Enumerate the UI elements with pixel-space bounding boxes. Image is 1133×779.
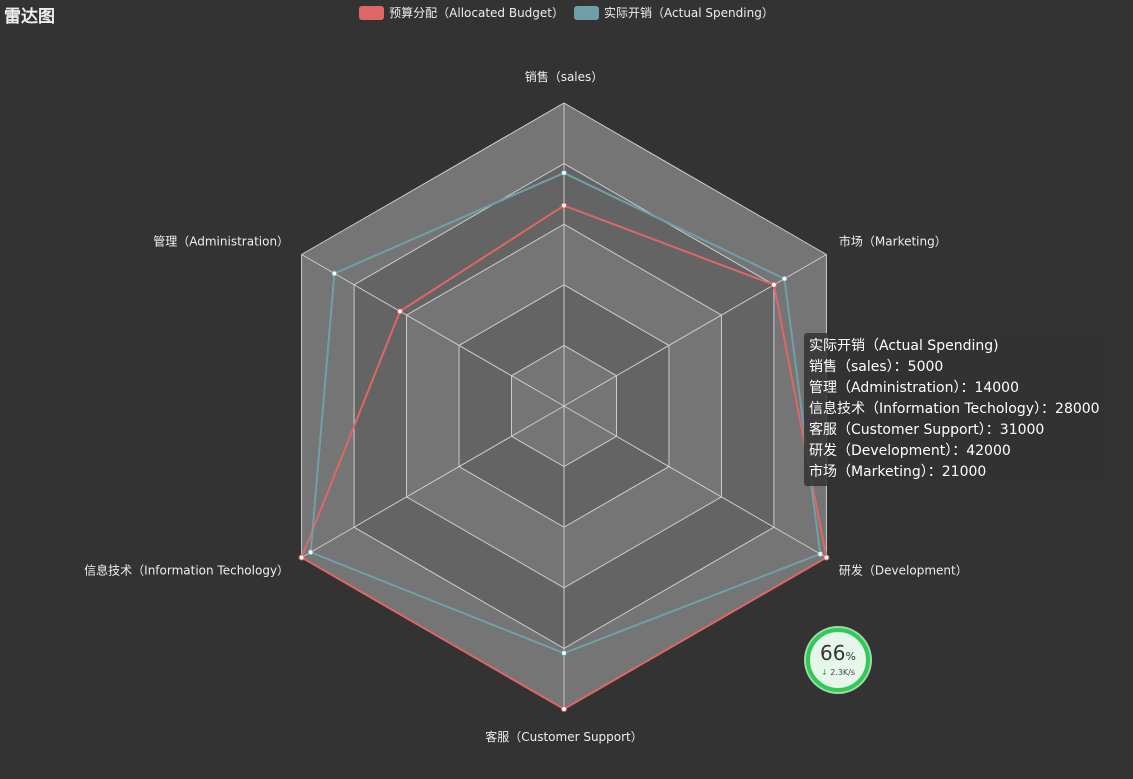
down-arrow-icon: ↓ bbox=[820, 668, 828, 677]
radar-data-point[interactable] bbox=[823, 554, 830, 561]
radar-axis-label: 客服（Customer Support） bbox=[485, 729, 643, 744]
legend: 预算分配（Allocated Budget） 实际开销（Actual Spend… bbox=[0, 4, 1133, 21]
radar-data-point[interactable] bbox=[396, 308, 403, 315]
network-monitor-widget[interactable]: 66% ↓ 2.3K/s bbox=[806, 628, 870, 692]
legend-item-budget[interactable]: 预算分配（Allocated Budget） bbox=[359, 4, 564, 21]
radar-data-point[interactable] bbox=[561, 650, 567, 657]
radar-axis-line bbox=[301, 254, 565, 407]
radar-data-point[interactable] bbox=[770, 281, 777, 288]
tooltip: 实际开销（Actual Spending) 销售（sales）：5000 管理（… bbox=[804, 333, 1106, 486]
legend-swatch-spending bbox=[574, 5, 600, 20]
radar-axis-labels: 销售（sales） 市场（Marketing） 研发（Development） 客服（… bbox=[84, 69, 968, 744]
tooltip-line: 研发（Development）：42000 bbox=[809, 443, 1011, 459]
legend-label-budget: 预算分配（Allocated Budget） bbox=[389, 6, 565, 20]
radar-data-point[interactable] bbox=[298, 554, 305, 561]
radar-data-point[interactable] bbox=[561, 706, 567, 712]
tooltip-line: 市场（Marketing）：21000 bbox=[809, 464, 987, 480]
monitor-speed: ↓ 2.3K/s bbox=[820, 668, 856, 677]
radar-axis-label: 管理（Administration） bbox=[153, 234, 289, 249]
radar-axis-label: 市场（Marketing） bbox=[839, 234, 947, 249]
legend-item-spending[interactable]: 实际开销（Actual Spending） bbox=[574, 4, 774, 21]
tooltip-line: 客服（Customer Support）：31000 bbox=[809, 422, 1045, 438]
radar-data-point[interactable] bbox=[561, 169, 567, 176]
tooltip-line: 销售（sales）：5000 bbox=[809, 359, 944, 375]
radar-axis-line bbox=[563, 405, 827, 558]
radar-axis-line bbox=[301, 405, 565, 558]
radar-axis-label: 销售（sales） bbox=[525, 69, 604, 84]
legend-label-spending: 实际开销（Actual Spending） bbox=[604, 6, 774, 20]
radar-data-point[interactable] bbox=[561, 202, 567, 209]
radar-axis-label: 研发（Development） bbox=[839, 563, 968, 578]
tooltip-line: 管理（Administration）：14000 bbox=[809, 380, 1019, 396]
radar-data-point[interactable] bbox=[331, 270, 338, 277]
radar-series bbox=[298, 169, 830, 712]
radar-axis-label: 信息技术（Information Techology） bbox=[84, 563, 289, 578]
radar-data-point[interactable] bbox=[781, 275, 788, 282]
radar-data-point[interactable] bbox=[817, 550, 824, 557]
radar-data-point[interactable] bbox=[307, 549, 314, 556]
monitor-percent: 66% bbox=[820, 641, 856, 665]
chart-title: 雷达图 bbox=[4, 7, 55, 27]
legend-swatch-budget bbox=[359, 5, 385, 20]
tooltip-line: 信息技术（Information Techology）：28000 bbox=[809, 401, 1100, 417]
tooltip-title: 实际开销（Actual Spending) bbox=[809, 338, 999, 354]
